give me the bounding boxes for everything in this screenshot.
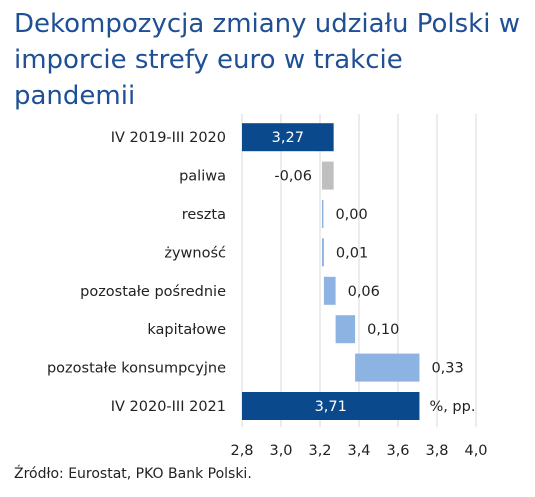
bar: [323, 276, 336, 305]
category-label: żywność: [164, 245, 226, 261]
unit-label: %, pp.: [429, 399, 475, 415]
x-tick-label: 2,8: [230, 443, 253, 459]
bar: [355, 353, 420, 382]
category-label: IV 2019-III 2020: [111, 130, 226, 146]
source-note: Źródło: Eurostat, PKO Bank Polski.: [14, 466, 252, 482]
category-label: kapitałowe: [147, 322, 226, 338]
bars: [242, 123, 420, 420]
x-tick-label: 3,8: [425, 443, 448, 459]
category-label: paliwa: [179, 169, 226, 185]
value-label: 3,71: [315, 399, 347, 415]
x-tick-label: 3,4: [347, 443, 370, 459]
value-label: 0,01: [336, 245, 368, 261]
bar: [321, 238, 324, 267]
value-labels: 3,27 -0,06 0,00 0,01 0,06 0,10 0,33 3,71: [272, 130, 464, 415]
value-label: 0,10: [367, 322, 399, 338]
value-label: 0,33: [431, 361, 463, 377]
bar: [321, 200, 324, 228]
bar: [321, 161, 334, 190]
value-label: -0,06: [274, 169, 312, 185]
x-tick-label: 4,0: [464, 443, 487, 459]
bar: [242, 392, 420, 420]
bar: [242, 123, 334, 152]
value-label: 3,27: [272, 130, 304, 146]
x-tick-label: 3,0: [269, 443, 292, 459]
category-label: reszta: [182, 207, 226, 223]
x-tick-label: 3,2: [308, 443, 331, 459]
x-tick-label: 3,6: [386, 443, 409, 459]
category-labels: IV 2019-III 2020 paliwa reszta żywność pozos…: [47, 130, 226, 415]
category-label: pozostałe konsumpcyjne: [47, 361, 226, 377]
bar: [335, 315, 356, 344]
category-label: pozostałe pośrednie: [80, 284, 226, 300]
value-label: 0,06: [348, 284, 380, 300]
value-label: 0,00: [335, 207, 367, 223]
x-axis-ticks: 2,8 3,0 3,2 3,4 3,6 3,8 4,0: [230, 443, 487, 459]
category-label: IV 2020-III 2021: [111, 399, 226, 415]
chart-title: Dekompozycja zmiany udziału Polski w imp…: [14, 9, 520, 111]
